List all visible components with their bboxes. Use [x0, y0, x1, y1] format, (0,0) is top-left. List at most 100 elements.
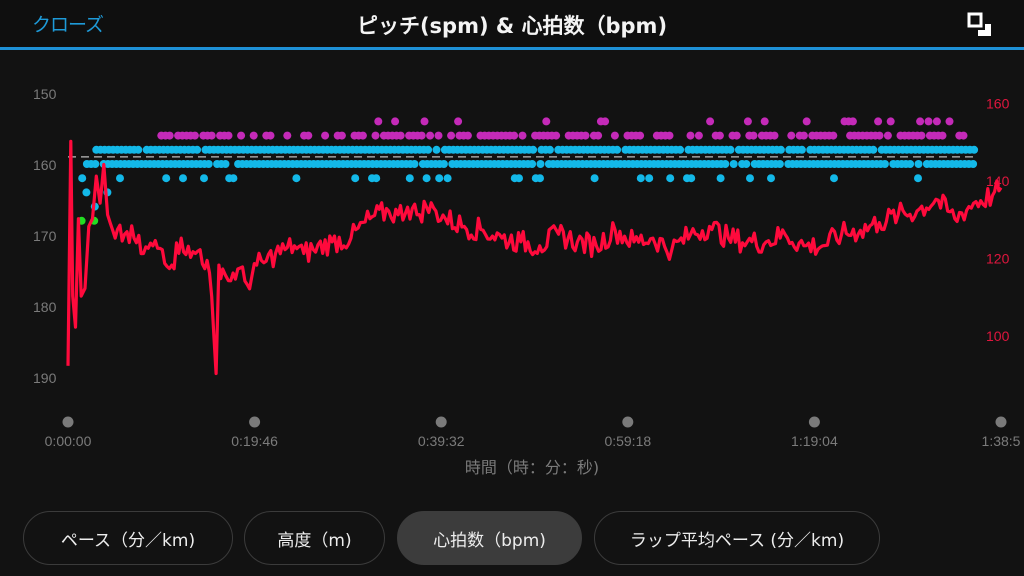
pitch-dot: [165, 131, 174, 140]
pitch-dot: [767, 174, 775, 183]
pitch-dot: [743, 117, 752, 126]
pitch-dot: [207, 131, 216, 140]
pitch-dot: [970, 145, 979, 154]
pitch-dot: [706, 117, 715, 126]
pitch-dot: [443, 174, 452, 183]
pitch-dot: [321, 131, 330, 140]
pitch-dot: [371, 131, 380, 140]
pitch-dot: [594, 131, 603, 140]
pitch-dot: [193, 145, 202, 154]
pitch-dot: [886, 117, 895, 126]
pitch-dot: [552, 131, 561, 140]
header-bar: クローズ ピッチ(spm) & 心拍数（bpm): [0, 0, 1024, 48]
pitch-dot: [775, 160, 784, 168]
pitch-dot: [636, 131, 645, 140]
x-axis-scrub-handle[interactable]: [435, 416, 447, 428]
x-axis-scrub-handle[interactable]: [249, 416, 261, 428]
pitch-dot: [518, 131, 527, 140]
left-axis-tick: 150: [33, 86, 57, 102]
pitch-dot: [82, 188, 91, 197]
x-axis-scrub-handle[interactable]: [62, 416, 74, 428]
close-button[interactable]: クローズ: [32, 14, 104, 36]
x-axis-scrub-handle[interactable]: [808, 416, 820, 428]
pitch-dot: [686, 131, 695, 140]
pitch-dot: [283, 131, 292, 140]
pitch-dot: [447, 131, 456, 140]
pitch-dot: [916, 117, 925, 126]
pitch-dot: [742, 160, 751, 168]
pitch-dot: [610, 131, 619, 140]
pitch-dot: [78, 174, 87, 183]
pitch-dot: [787, 131, 796, 140]
pitch-dot: [732, 131, 741, 140]
x-axis-scrub-handle[interactable]: [622, 416, 634, 428]
pitch-dot: [729, 160, 738, 168]
pitch-dot: [536, 174, 544, 183]
tab-heart-rate[interactable]: 心拍数（bpm): [397, 511, 582, 565]
pitch-dot: [830, 174, 838, 183]
pitch-dot: [410, 160, 419, 168]
pitch-dot: [581, 131, 590, 140]
x-axis-title: 時間（時：分：秒): [464, 458, 600, 477]
pitch-dot: [542, 117, 551, 126]
pitch-dot: [91, 160, 100, 168]
pitch-dot: [665, 131, 674, 140]
left-axis-tick: 160: [33, 157, 57, 173]
pitch-dot: [179, 174, 187, 183]
tab-altitude-label: 高度（m): [277, 530, 352, 551]
left-axis-tick: 170: [33, 228, 57, 244]
pitch-dot: [229, 174, 238, 183]
pitch-dot: [721, 160, 730, 168]
tab-pace[interactable]: ペース（分／km): [23, 511, 233, 565]
pitch-dot: [770, 131, 779, 140]
x-axis-scrub-handle[interactable]: [995, 416, 1007, 428]
pitch-dot: [134, 145, 143, 154]
fullscreen-toggle-icon[interactable]: [966, 12, 996, 38]
tab-heart-rate-label: 心拍数（bpm): [433, 530, 546, 551]
pitch-dot: [613, 145, 622, 154]
heart-rate-line: [66, 139, 1003, 376]
pitch-dot: [454, 117, 463, 126]
pitch-dot: [590, 174, 599, 183]
pitch-dot: [716, 174, 725, 183]
pitch-dot: [802, 117, 811, 126]
x-axis-tick-label: 0:39:32: [418, 433, 465, 449]
pitch-dot: [645, 174, 654, 183]
pitch-dot: [358, 131, 367, 140]
pitch-dot: [405, 174, 414, 183]
pitch-dot: [224, 131, 233, 140]
pitch-dot: [938, 131, 947, 140]
pitch-dot: [396, 131, 405, 140]
pitch-dot: [906, 160, 915, 168]
pitch-dot: [200, 174, 208, 183]
pitch-dot: [636, 174, 645, 183]
pitch-dot: [726, 145, 735, 154]
pitch-dot: [221, 160, 230, 168]
pitch-dot: [687, 174, 696, 183]
pitch-dot: [799, 131, 808, 140]
pitch-dot: [883, 131, 892, 140]
pitch-dot: [746, 174, 754, 183]
pitch-dot: [420, 117, 429, 126]
pitch-dot: [292, 174, 301, 183]
pitch-dot: [515, 174, 523, 183]
pitch-dot: [829, 131, 838, 140]
tab-altitude[interactable]: 高度（m): [244, 511, 385, 565]
left-axis-tick: 180: [33, 299, 57, 315]
metric-tab-bar: ペース（分／km) 高度（m) 心拍数（bpm) ラップ平均ペース (分／km): [0, 511, 1024, 569]
pitch-dot: [694, 131, 703, 140]
pitch-dot: [776, 145, 785, 154]
pitch-dot: [435, 174, 444, 183]
pitch-dot: [417, 131, 426, 140]
pitch-dot: [914, 174, 922, 183]
pitch-dot: [190, 131, 199, 140]
pitch-dot: [426, 131, 435, 140]
pitch-dot: [116, 174, 124, 183]
pitch-dot: [869, 145, 878, 154]
tab-lap-average-pace[interactable]: ラップ平均ペース (分／km): [594, 511, 880, 565]
pitch-dot: [372, 174, 381, 183]
pitch-dot: [510, 131, 519, 140]
pitch-dot: [204, 160, 213, 168]
pitch-dot: [545, 145, 554, 154]
